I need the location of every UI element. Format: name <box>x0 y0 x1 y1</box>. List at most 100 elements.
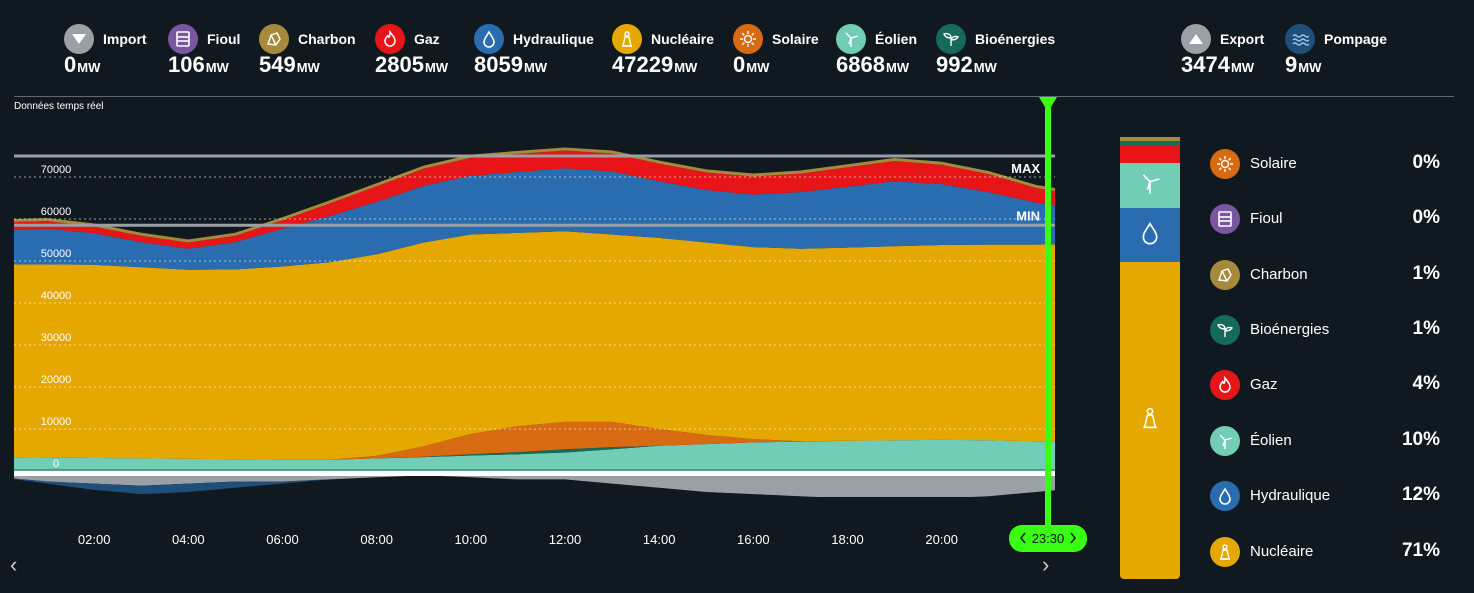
y-tick-label: 30000 <box>41 332 72 344</box>
mix-item-name: Bioénergies <box>1250 321 1330 338</box>
total-outline <box>14 147 1055 241</box>
source-name: Hydraulique <box>513 31 594 47</box>
source-value: 106 <box>168 52 205 77</box>
area-pompage <box>14 475 1055 497</box>
mix-item-name: Gaz <box>1250 376 1278 393</box>
coal-icon <box>1210 260 1240 290</box>
current-time-label: 23:30 <box>1032 531 1065 546</box>
next-day-button[interactable]: › <box>1042 552 1050 577</box>
source-name: Fioul <box>207 31 241 47</box>
source-unit: MW <box>746 60 770 75</box>
mix-item-name: Hydraulique <box>1250 487 1331 504</box>
source-unit: MW <box>523 60 548 75</box>
y-tick-label: 60000 <box>41 206 72 218</box>
source-unit: MW <box>77 60 101 75</box>
mix-item-name: Solaire <box>1250 155 1297 172</box>
x-tick-label: 02:00 <box>78 532 111 547</box>
chevron-right-icon <box>1070 532 1076 544</box>
mix-item-gaz: Gaz 4% <box>1210 370 1440 400</box>
source-name: Éolien <box>875 31 918 47</box>
time-cursor-handle <box>1039 97 1057 112</box>
source-value: 8059 <box>474 52 523 77</box>
mix-item-nucleaire: Nucléaire 71% <box>1210 537 1440 567</box>
source-unit: MW <box>424 60 449 75</box>
mix-item-percent: 4% <box>1412 373 1440 394</box>
coal-icon <box>259 24 289 54</box>
source-name: Solaire <box>772 31 819 47</box>
mix-item-hydraulique: Hydraulique 12% <box>1210 481 1440 511</box>
source-name: Gaz <box>414 31 440 47</box>
x-tick-label: 14:00 <box>643 532 676 547</box>
mix-item-charbon: Charbon 1% <box>1210 260 1440 290</box>
source-value: 549 <box>259 52 296 77</box>
source-value: 992 <box>936 52 973 77</box>
wind-turbine-icon <box>836 24 866 54</box>
source-unit: MW <box>973 60 997 75</box>
energy-mix-bar <box>1120 137 1180 579</box>
sprout-icon <box>936 24 966 54</box>
wind-turbine-icon <box>1138 169 1162 202</box>
mix-item-percent: 1% <box>1412 318 1440 339</box>
y-tick-label: 70000 <box>41 164 72 176</box>
area-export <box>14 471 1055 497</box>
mix-item-percent: 0% <box>1412 152 1440 173</box>
time-cursor-badge <box>1009 525 1087 552</box>
sprout-icon <box>1210 315 1240 345</box>
source-value: 9 <box>1285 52 1298 77</box>
x-tick-label: 18:00 <box>831 532 864 547</box>
source-name: Charbon <box>298 31 356 47</box>
x-tick-label: 10:00 <box>455 532 488 547</box>
source-unit: MW <box>296 60 320 75</box>
mix-segment-bioenergies <box>1120 141 1180 145</box>
x-tick-label: 20:00 <box>925 532 958 547</box>
mix-segment-eolien <box>1120 163 1180 208</box>
source-value: 47229 <box>612 52 674 77</box>
source-unit: MW <box>1298 60 1322 75</box>
min-label: MIN <box>1016 208 1040 223</box>
source-unit: MW <box>674 60 698 75</box>
sun-icon <box>733 24 763 54</box>
x-tick-label: 12:00 <box>549 532 582 547</box>
mix-item-name: Charbon <box>1250 266 1308 283</box>
mix-item-percent: 1% <box>1412 263 1440 284</box>
x-tick-label: 04:00 <box>172 532 205 547</box>
y-tick-label: 40000 <box>41 290 72 302</box>
oil-barrel-icon <box>1210 204 1240 234</box>
source-value: 6868 <box>836 52 885 77</box>
mix-item-percent: 0% <box>1412 207 1440 228</box>
water-drop-icon <box>1210 481 1240 511</box>
y-tick-label: 20000 <box>41 374 72 386</box>
source-value: 3474 <box>1181 52 1230 77</box>
source-name: Import <box>103 31 147 47</box>
mix-item-bioenergies: Bioénergies 1% <box>1210 315 1440 345</box>
export-arrow-icon <box>1181 24 1211 54</box>
wind-turbine-icon <box>1210 426 1240 456</box>
mix-segment-charbon <box>1120 137 1180 141</box>
mix-segment-hydraulique <box>1120 208 1180 262</box>
source-name: Bioénergies <box>975 31 1056 47</box>
y-tick-label: 10000 <box>41 416 72 428</box>
source-value: 2805 <box>375 52 424 77</box>
x-tick-label: 06:00 <box>266 532 299 547</box>
source-value: 0 <box>64 52 77 77</box>
mix-item-percent: 12% <box>1401 484 1440 505</box>
mix-segment-gaz <box>1120 145 1180 163</box>
production-area-chart[interactable]: 0 10000 20000 30000 40000 50000 60000 70000 MAX M… <box>0 97 1100 593</box>
nuclear-plant-icon <box>612 24 642 54</box>
prev-day-button[interactable]: ‹ <box>10 552 18 577</box>
import-arrow-icon <box>64 24 94 54</box>
area-solaire <box>14 421 1055 460</box>
max-label: MAX <box>1011 161 1040 176</box>
series-areas <box>14 147 1055 497</box>
source-unit: MW <box>885 60 910 75</box>
x-tick-label: 08:00 <box>360 532 393 547</box>
y-tick-label: 0 <box>53 458 59 470</box>
source-name: Export <box>1220 31 1265 47</box>
production-header: Import 0MW Fioul 106MW Charbon 549MW Gaz… <box>0 0 1474 96</box>
waves-icon <box>1285 24 1315 54</box>
water-drop-icon <box>1138 219 1162 252</box>
zero-line <box>14 470 1055 476</box>
sun-icon <box>1210 149 1240 179</box>
mix-item-percent: 10% <box>1401 429 1440 450</box>
mix-item-eolien: Éolien 10% <box>1210 426 1440 456</box>
